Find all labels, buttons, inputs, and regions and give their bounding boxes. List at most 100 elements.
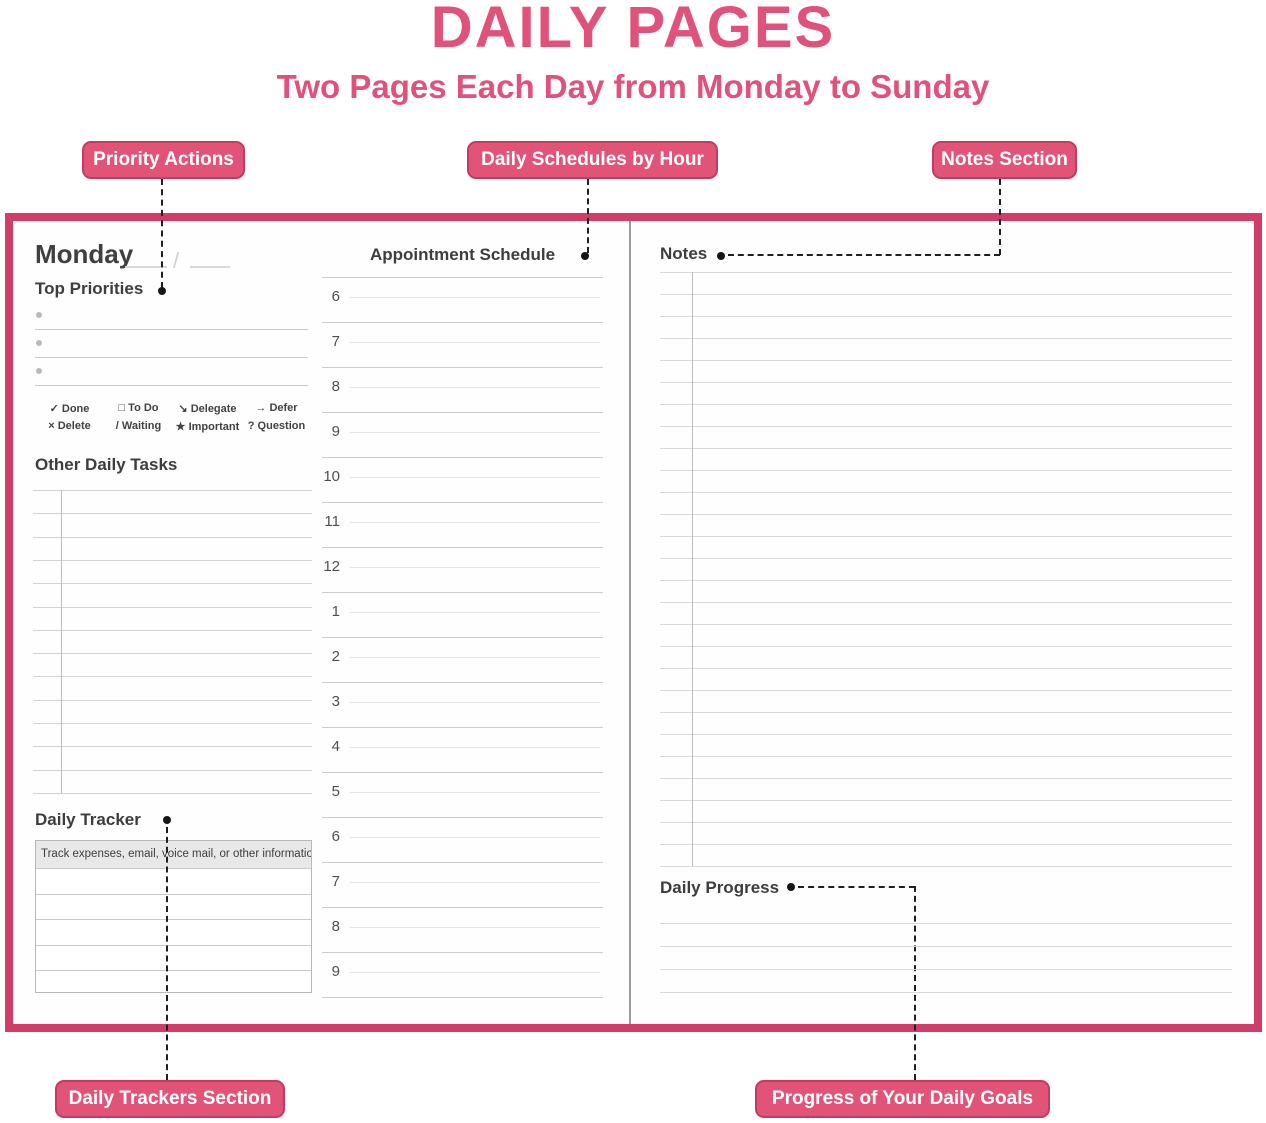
tracker-row [36,893,311,920]
schedule-hour-line [350,522,600,523]
task-line [33,676,312,678]
schedule-separator [322,502,603,503]
callout-daily-trackers: Daily Trackers Section [55,1080,285,1118]
task-margin-rule [61,490,62,793]
legend-item: / Waiting [115,420,162,432]
schedule-hour-line [350,297,600,298]
page-subtitle: Two Pages Each Day from Monday to Sunday [276,68,990,105]
callout-priority-actions: Priority Actions [82,141,245,179]
schedule-separator [322,367,603,368]
task-line [33,490,312,491]
task-line [33,723,312,724]
appointment-schedule-heading: Appointment Schedule [369,245,556,264]
page-divider [629,221,631,1024]
schedule-separator [322,322,603,323]
notes-line [660,492,1232,493]
task-line [33,629,312,631]
schedule-hour-label: 8 [331,918,340,935]
schedule-hour-label: 7 [331,333,340,350]
task-line [33,583,312,585]
tracker-row [36,970,311,996]
anchor-dot-progress [787,883,795,891]
schedule-hour-label: 8 [331,378,340,395]
priority-line [35,385,308,386]
notes-line [660,470,1232,471]
day-heading: Monday [35,239,134,269]
other-daily-tasks-heading: Other Daily Tasks [35,455,178,474]
priority-line [35,329,308,330]
legend-item: ✓ Done [49,403,90,415]
schedule-separator [322,817,603,818]
date-separator: / [173,248,180,273]
schedule-separator [322,772,603,773]
tracker-row [36,919,311,945]
connector-tracker [166,827,168,1080]
schedule-hour-line [350,387,600,388]
notes-margin-rule [692,272,693,866]
schedule-separator [322,412,603,413]
notes-line [660,646,1232,647]
notes-line [660,690,1232,691]
schedule-separator [322,997,603,998]
schedule-hour-label: 2 [331,648,340,665]
anchor-dot-schedule [581,252,589,260]
schedule-separator [322,952,603,953]
notes-line [660,778,1232,779]
task-line [33,513,312,515]
notes-line [660,514,1232,515]
schedule-hour-label: 1 [331,603,340,620]
schedule-hour-label: 9 [331,963,340,980]
schedule-hour-line [350,882,600,883]
notes-line [660,712,1232,713]
anchor-dot-tracker [163,816,171,824]
priority-bullet [36,368,42,374]
schedule-hour-line [350,972,600,973]
schedule-hour-label: 6 [331,828,340,845]
date-blank [125,266,167,268]
progress-line [660,923,1232,924]
callout-daily-schedules: Daily Schedules by Hour [467,141,718,179]
notes-line [660,822,1232,823]
connector-priority [161,179,163,288]
schedule-separator [322,592,603,593]
notes-line [660,866,1232,867]
notes-line [660,756,1232,757]
page-title: DAILY PAGES [430,0,836,60]
notes-line [660,294,1232,295]
schedule-hour-line [350,567,600,568]
progress-line [660,946,1232,947]
date-blank [190,266,230,268]
legend-item: □ To Do [118,402,159,414]
task-line [33,653,312,655]
schedule-hour-line [350,342,600,343]
schedule-separator [322,277,603,278]
schedule-hour-line [350,702,600,703]
task-line [33,769,312,771]
daily-tracker-table: Track expenses, email, voice mail, or ot… [35,840,312,993]
task-line [33,792,312,794]
priority-bullet [36,340,42,346]
task-line [33,536,312,538]
notes-line [660,426,1232,427]
daily-progress-heading: Daily Progress [660,878,780,897]
legend-item: × Delete [48,420,91,432]
notes-line [660,536,1232,537]
legend-item: ↘ Delegate [178,403,237,415]
schedule-hour-label: 4 [331,738,340,755]
daily-tracker-hint: Track expenses, email, voice mail, or ot… [36,841,311,868]
notes-line [660,448,1232,449]
schedule-hour-label: 10 [323,468,340,485]
daily-tracker-heading: Daily Tracker [35,810,141,829]
connector-schedule [587,179,589,253]
legend-item: → Defer [255,402,298,414]
schedule-hour-line [350,837,600,838]
tracker-row [36,868,311,894]
connector-progress-horizontal [798,886,915,888]
schedule-separator [322,727,603,728]
schedule-hour-label: 9 [331,423,340,440]
anchor-dot-notes [717,252,725,260]
notes-line [660,360,1232,361]
notes-line [660,580,1232,581]
anchor-dot-priority [158,287,166,295]
